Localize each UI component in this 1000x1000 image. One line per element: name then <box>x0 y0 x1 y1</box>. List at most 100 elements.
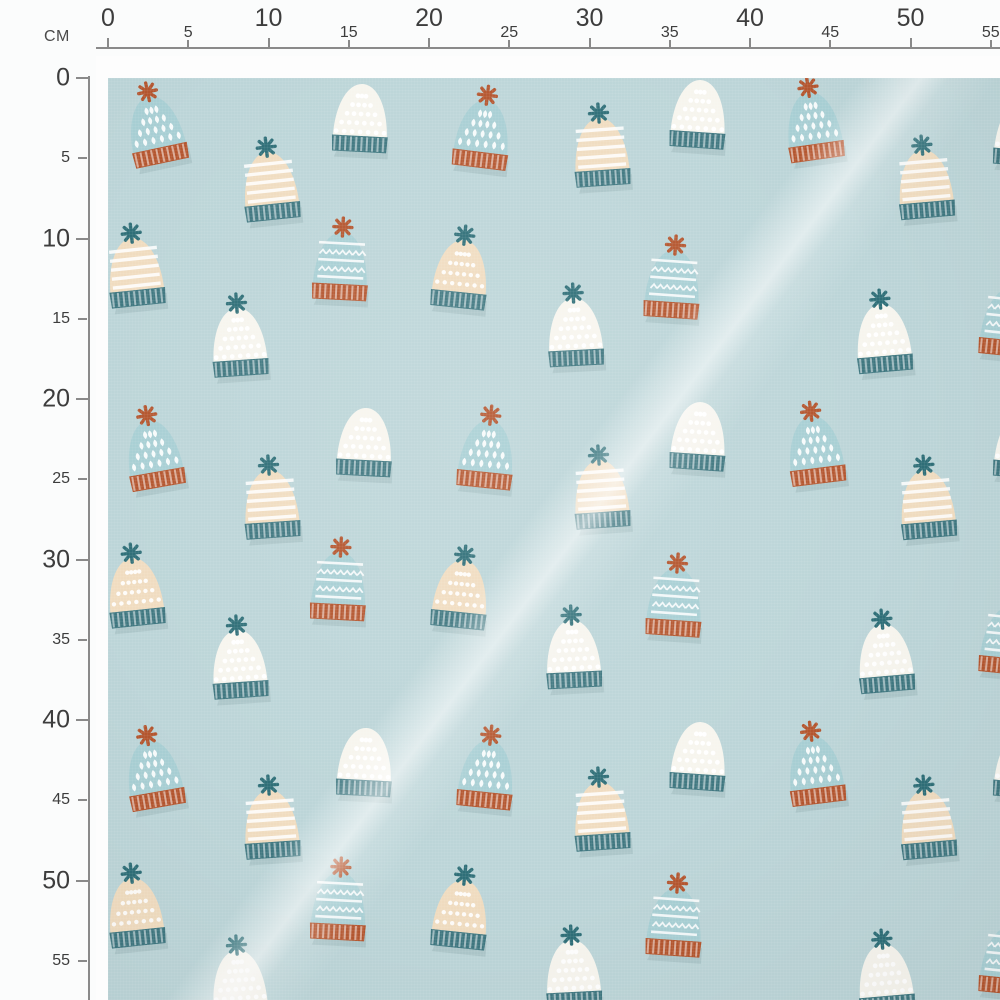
ruler-left-tick <box>78 799 87 802</box>
ruler-top-tick-label: 0 <box>101 4 115 32</box>
ruler-top-tick <box>829 40 832 48</box>
hat-motif <box>637 552 713 645</box>
hat-motif <box>888 454 965 547</box>
ruler-left-tick <box>78 157 87 160</box>
hat-motif <box>888 774 965 867</box>
ruler-left-tick <box>76 398 88 400</box>
hat-motif <box>984 395 1000 487</box>
hat-motif <box>328 394 402 484</box>
ruler-top-tick <box>508 40 511 48</box>
ruler-top-tick <box>749 38 751 48</box>
ruler-top-tick-label: 25 <box>500 24 519 41</box>
hat-motif <box>328 714 402 804</box>
hat-motif <box>661 388 737 479</box>
ruler-top-tick-label: 10 <box>254 4 283 32</box>
hat-motif <box>108 222 174 316</box>
hat-motif <box>536 604 610 696</box>
hat-motif <box>984 83 1000 175</box>
ruler-left-axis-line <box>88 76 90 1000</box>
hat-motif <box>448 404 527 498</box>
hat-motif <box>201 614 277 707</box>
hat-motif <box>422 864 501 958</box>
hat-motif <box>661 708 737 799</box>
ruler-top-tick-label: 15 <box>339 24 358 41</box>
hat-motif <box>422 544 501 638</box>
ruler-top-tick <box>428 38 430 48</box>
hat-motif <box>324 78 398 160</box>
ruler-top-tick <box>668 40 671 48</box>
hat-motif <box>970 591 1000 684</box>
hat-motif <box>563 444 639 537</box>
hat-motif <box>970 273 1000 366</box>
hat-motif <box>635 234 711 327</box>
hat-motif <box>775 720 855 814</box>
fabric-swatch <box>108 78 1000 1000</box>
hat-motif <box>775 400 855 494</box>
hat-motif <box>201 292 277 385</box>
ruler-top-tick <box>107 38 109 48</box>
ruler-top: 0 10 20 30 40 50 5 15 25 35 45 55 <box>0 0 1000 56</box>
ruler-top-tick-label: 30 <box>575 4 604 32</box>
hat-motif <box>422 224 501 318</box>
hat-motif <box>637 872 713 965</box>
hat-motif <box>772 78 853 170</box>
hat-motif <box>563 102 639 195</box>
ruler-left-tick <box>78 478 87 481</box>
ruler-left-tick-label: 15 <box>52 309 70 327</box>
ruler-left-tick-label: 30 <box>42 545 70 573</box>
ruler-left-tick-label: 50 <box>42 866 70 894</box>
ruler-left-tick <box>78 959 87 962</box>
ruler-top-tick <box>187 40 190 48</box>
ruler-top-axis-line <box>96 47 1000 49</box>
ruler-top-tick <box>989 40 992 48</box>
hat-motif <box>112 78 198 176</box>
ruler-top-tick-label: 55 <box>981 24 1000 41</box>
ruler-left-tick <box>76 879 88 882</box>
hat-motif <box>661 78 737 156</box>
hat-motif <box>201 934 277 1000</box>
ruler-left-tick <box>76 237 88 240</box>
ruler-left-tick <box>78 638 87 641</box>
ruler-left-tick-label: 35 <box>52 630 70 648</box>
ruler-left-tick-label: 10 <box>42 224 70 252</box>
ruler-left-tick-label: 55 <box>52 951 70 969</box>
ruler-top-tick-label: 40 <box>736 4 764 32</box>
ruler-left-tick-label: 40 <box>42 705 70 734</box>
ruler-left-tick <box>76 558 88 561</box>
hat-motif <box>108 862 174 956</box>
ruler-left-tick <box>76 719 88 721</box>
hat-motif <box>302 536 376 628</box>
hat-motif <box>443 84 523 178</box>
ruler-left-tick-label: 25 <box>52 470 70 488</box>
hat-motif <box>231 136 310 230</box>
ruler-top-tick <box>909 38 912 48</box>
ruler-left-tick-label: 5 <box>61 149 70 167</box>
ruler-left-tick <box>76 77 88 79</box>
ruler-left-tick-label: 45 <box>52 791 70 809</box>
ruler-left-tick <box>78 317 87 320</box>
hat-motif <box>846 928 923 1000</box>
hat-motif <box>536 924 610 1000</box>
hat-motif <box>448 724 527 818</box>
hat-motif <box>563 766 639 859</box>
ruler-top-tick-label: 20 <box>415 4 443 32</box>
hat-motif <box>538 282 612 374</box>
ruler-top-tick-label: 45 <box>821 24 840 41</box>
hat-motif <box>984 715 1000 807</box>
ruler-top-tick-label: 5 <box>183 24 193 41</box>
ruler-top-tick <box>588 38 591 48</box>
hat-motif <box>233 774 309 867</box>
hat-motif <box>233 454 309 547</box>
ruler-top-tick-label: 50 <box>896 4 925 32</box>
ruler-unit-label: CM <box>44 28 70 45</box>
hat-motif <box>844 288 921 381</box>
hat-motif <box>108 542 174 636</box>
ruler-left-tick-label: 20 <box>42 384 70 413</box>
hat-motif <box>846 608 923 701</box>
hat-motif <box>302 856 376 948</box>
hat-motif <box>970 911 1000 1000</box>
hat-motif <box>886 134 963 227</box>
hat-motif <box>111 723 195 820</box>
ruler-top-tick <box>347 40 350 48</box>
